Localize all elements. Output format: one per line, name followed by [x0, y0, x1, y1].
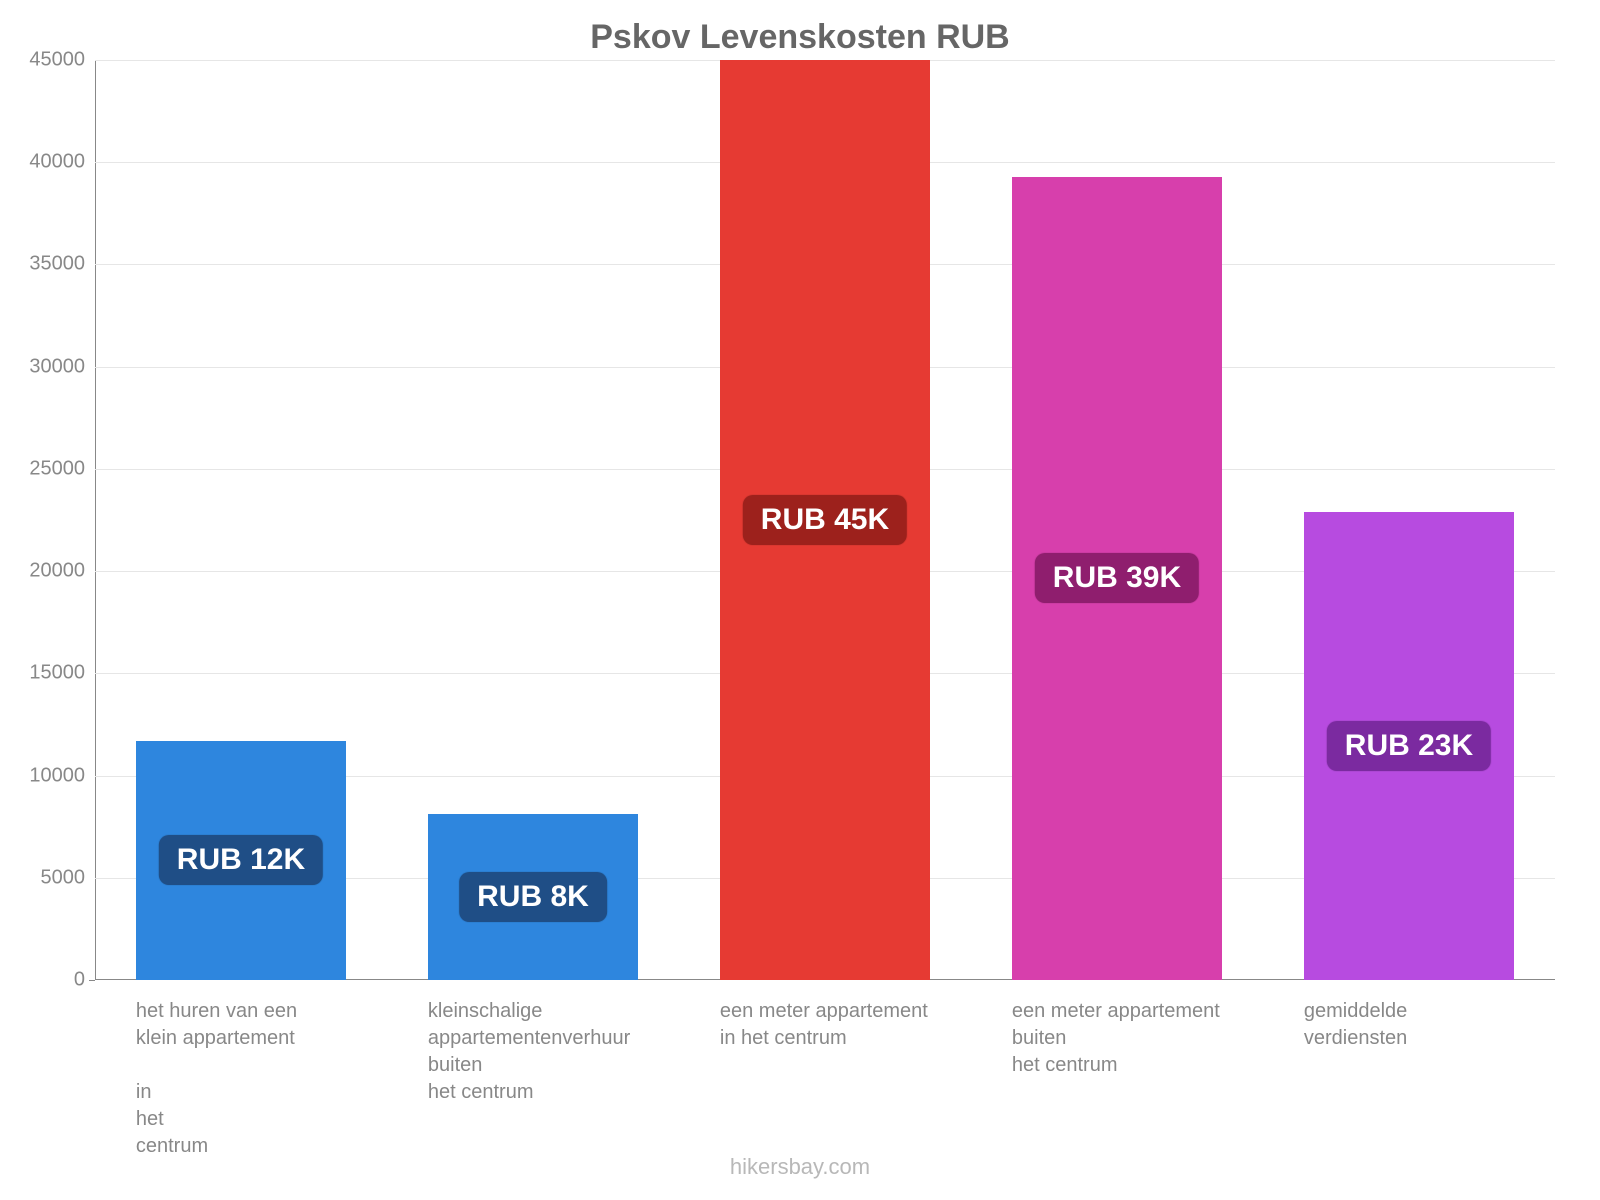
y-tick-label: 5000 [41, 866, 96, 889]
y-tick-label: 40000 [29, 151, 95, 174]
category-labels: het huren van een klein appartement in h… [95, 998, 1555, 1158]
y-tick-label: 25000 [29, 457, 95, 480]
bar: RUB 23K [1304, 512, 1514, 980]
y-tick-label: 0 [74, 969, 95, 992]
y-tick-label: 10000 [29, 764, 95, 787]
bar-value-badge: RUB 45K [743, 495, 907, 545]
y-tick-label: 30000 [29, 355, 95, 378]
bar: RUB 8K [428, 814, 638, 980]
category-label: het huren van een klein appartement in h… [136, 998, 366, 1160]
credit-text: hikersbay.com [0, 1154, 1600, 1180]
bar-value-badge: RUB 39K [1035, 553, 1199, 603]
bar-value-badge: RUB 23K [1327, 721, 1491, 771]
bar-value-badge: RUB 8K [459, 872, 607, 922]
category-label: gemiddelde verdiensten [1304, 998, 1534, 1052]
y-tick-label: 15000 [29, 662, 95, 685]
bar: RUB 45K [720, 60, 930, 980]
category-label: een meter appartement in het centrum [720, 998, 950, 1052]
plot-area: 0500010000150002000025000300003500040000… [95, 60, 1555, 980]
chart-title: Pskov Levenskosten RUB [0, 18, 1600, 57]
cost-of-living-bar-chart: Pskov Levenskosten RUB 05000100001500020… [0, 0, 1600, 1200]
y-tick-label: 20000 [29, 560, 95, 583]
bar-value-badge: RUB 12K [159, 835, 323, 885]
category-label: een meter appartement buiten het centrum [1012, 998, 1242, 1079]
y-tick-label: 45000 [29, 49, 95, 72]
y-tick-label: 35000 [29, 253, 95, 276]
y-axis [95, 60, 96, 980]
bar: RUB 12K [136, 741, 346, 980]
category-label: kleinschalige appartementenverhuur buite… [428, 998, 658, 1106]
bar: RUB 39K [1012, 177, 1222, 980]
